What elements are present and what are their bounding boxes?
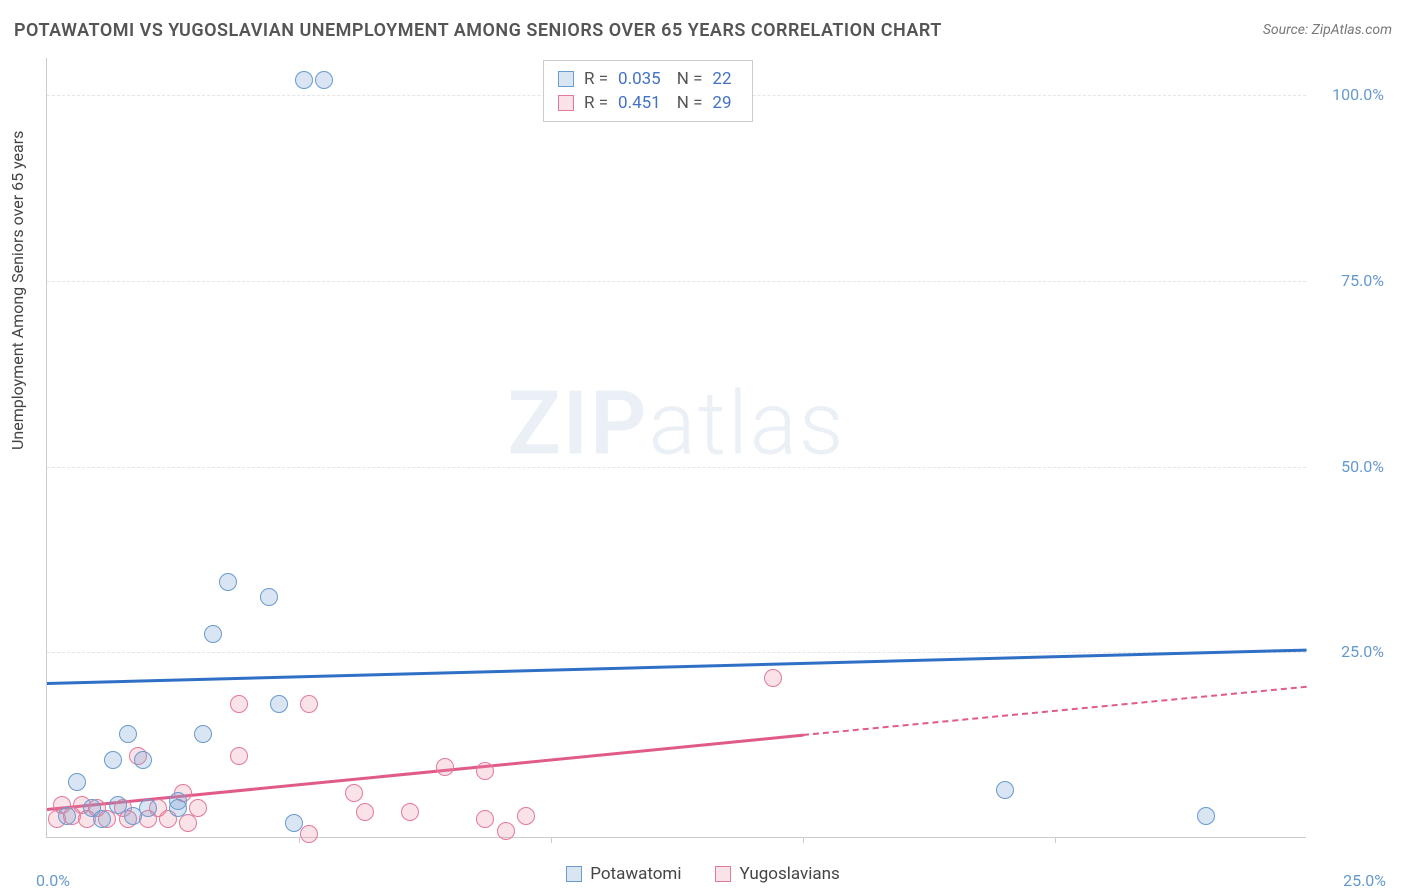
legend-square-icon xyxy=(715,866,731,882)
trendline xyxy=(803,686,1307,736)
x-tick-mark xyxy=(803,837,804,843)
gridline xyxy=(47,467,1306,468)
y-tick-label: 100.0% xyxy=(1314,85,1384,104)
legend-square-icon xyxy=(566,866,582,882)
trendline xyxy=(47,649,1307,685)
data-point xyxy=(230,747,248,765)
chart-title: POTAWATOMI VS YUGOSLAVIAN UNEMPLOYMENT A… xyxy=(14,20,942,41)
y-axis-label: Unemployment Among Seniors over 65 years xyxy=(8,131,27,450)
gridline xyxy=(47,281,1306,282)
data-point xyxy=(219,573,237,591)
data-point xyxy=(285,814,303,832)
data-point xyxy=(134,751,152,769)
data-point xyxy=(436,758,454,776)
y-tick-label: 50.0% xyxy=(1314,457,1384,476)
data-point xyxy=(764,669,782,687)
legend-item-potawatomi: Potawatomi xyxy=(566,864,681,884)
data-point xyxy=(300,695,318,713)
data-point xyxy=(1197,807,1215,825)
x-tick-mark xyxy=(551,837,552,843)
data-point xyxy=(104,751,122,769)
data-point xyxy=(169,799,187,817)
data-point xyxy=(179,814,197,832)
data-point xyxy=(204,625,222,643)
source-attribution: Source: ZipAtlas.com xyxy=(1263,22,1392,38)
data-point xyxy=(93,810,111,828)
data-point xyxy=(295,71,313,89)
legend-square-icon xyxy=(558,95,574,111)
data-point xyxy=(68,773,86,791)
correlation-stats-box: R = 0.035 N = 22 R = 0.451 N = 29 xyxy=(543,60,753,122)
legend-item-yugoslavians: Yugoslavians xyxy=(715,864,839,884)
data-point xyxy=(401,803,419,821)
data-point xyxy=(119,725,137,743)
data-point xyxy=(996,781,1014,799)
data-point xyxy=(300,825,318,843)
x-tick-mark xyxy=(1055,837,1056,843)
data-point xyxy=(58,807,76,825)
data-point xyxy=(345,784,363,802)
y-tick-label: 25.0% xyxy=(1314,642,1384,661)
data-point xyxy=(270,695,288,713)
data-point xyxy=(230,695,248,713)
data-point xyxy=(476,762,494,780)
scatter-plot-area: ZIPatlas 25.0%50.0%75.0%100.0% xyxy=(46,58,1306,838)
stats-row-potawatomi: R = 0.035 N = 22 xyxy=(558,67,738,91)
legend-square-icon xyxy=(558,71,574,87)
data-point xyxy=(497,822,515,840)
y-tick-label: 75.0% xyxy=(1314,271,1384,290)
data-point xyxy=(356,803,374,821)
data-point xyxy=(124,807,142,825)
data-point xyxy=(315,71,333,89)
data-point xyxy=(194,725,212,743)
stats-row-yugoslavians: R = 0.451 N = 29 xyxy=(558,91,738,115)
bottom-legend: Potawatomi Yugoslavians xyxy=(0,864,1406,884)
data-point xyxy=(517,807,535,825)
data-point xyxy=(260,588,278,606)
watermark: ZIPatlas xyxy=(507,373,845,476)
data-point xyxy=(476,810,494,828)
